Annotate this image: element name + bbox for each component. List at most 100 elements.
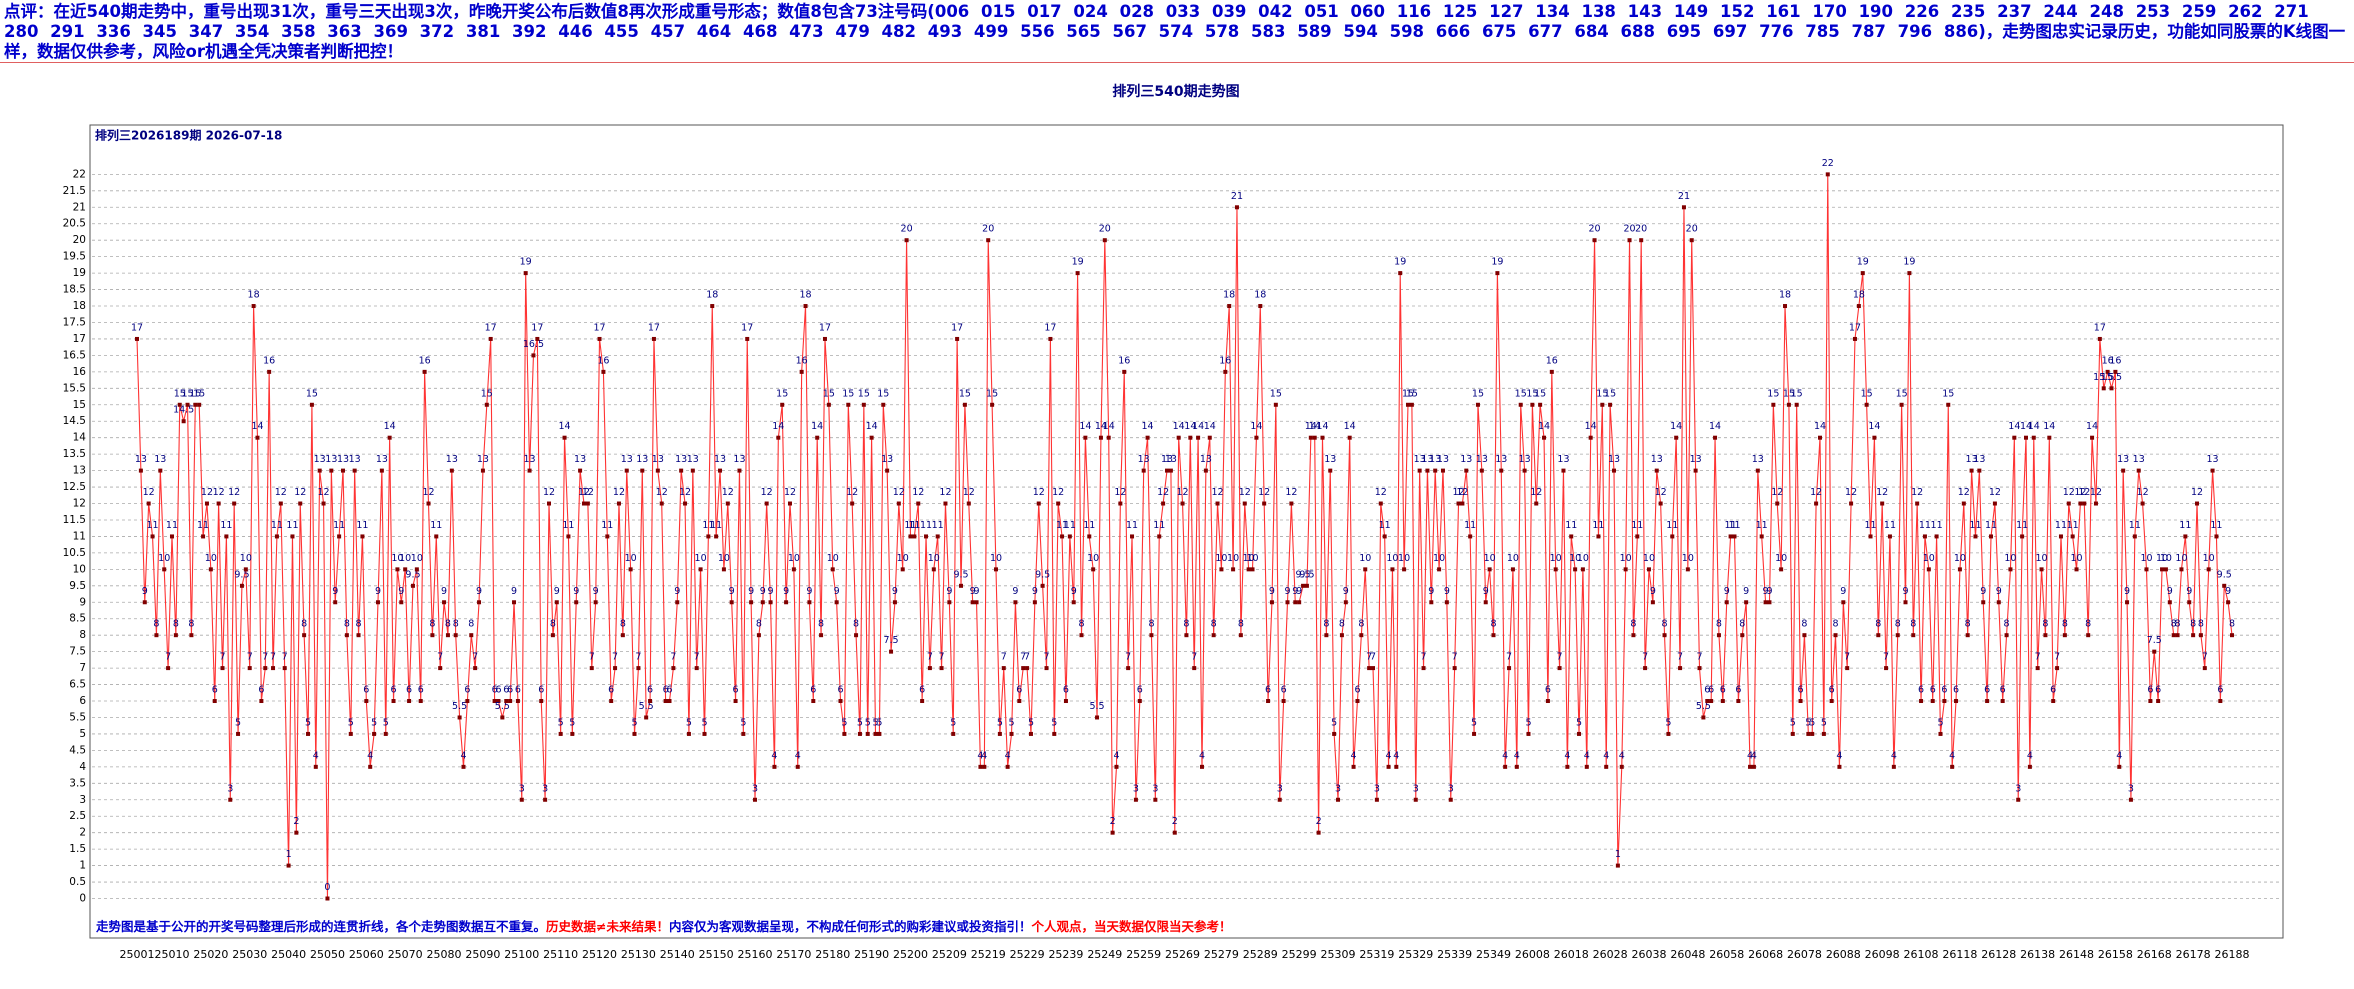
value-label: 12 bbox=[422, 487, 434, 498]
value-label: 12 bbox=[1958, 487, 1970, 498]
value-label: 5.5 bbox=[1089, 701, 1104, 712]
data-point bbox=[321, 501, 326, 506]
data-point bbox=[947, 600, 952, 605]
value-label: 5 bbox=[950, 717, 956, 728]
value-label: 11 bbox=[562, 520, 574, 531]
value-label: 14 bbox=[1095, 421, 1107, 432]
data-point bbox=[1821, 731, 1826, 736]
value-label: 15 bbox=[1515, 388, 1527, 399]
y-tick-label: 3.5 bbox=[69, 777, 86, 789]
data-point bbox=[558, 731, 563, 736]
data-point bbox=[274, 534, 279, 539]
value-label: 11 bbox=[932, 520, 944, 531]
data-point bbox=[1075, 271, 1080, 276]
value-label: 13 bbox=[675, 454, 687, 465]
data-point bbox=[1899, 402, 1904, 407]
data-point bbox=[2093, 501, 2098, 506]
data-point bbox=[1184, 633, 1189, 638]
x-tick-label: 26088 bbox=[1826, 948, 1861, 961]
value-label: 8 bbox=[429, 619, 435, 630]
data-point bbox=[1196, 435, 1201, 440]
data-point bbox=[826, 402, 831, 407]
value-label: 14 bbox=[1103, 421, 1115, 432]
value-label: 5 bbox=[841, 717, 847, 728]
value-label: 8 bbox=[1323, 619, 1329, 630]
y-tick-label: 1 bbox=[79, 860, 86, 872]
value-label: 6 bbox=[1930, 685, 1936, 696]
x-tick-label: 25299 bbox=[1282, 948, 1317, 961]
data-point bbox=[1542, 435, 1547, 440]
value-label: 7 bbox=[1506, 652, 1512, 663]
data-point bbox=[815, 435, 820, 440]
data-point bbox=[535, 336, 540, 341]
data-point bbox=[756, 633, 761, 638]
value-label: 4 bbox=[1836, 750, 1842, 761]
value-label: 6 bbox=[1016, 685, 1022, 696]
data-point bbox=[1786, 402, 1791, 407]
value-label: 7 bbox=[1452, 652, 1458, 663]
value-label: 7 bbox=[939, 652, 945, 663]
x-tick-label: 26008 bbox=[1515, 948, 1550, 961]
data-point bbox=[302, 633, 307, 638]
value-label: 15 bbox=[1791, 388, 1803, 399]
value-label: 9 bbox=[1343, 586, 1349, 597]
value-label: 13 bbox=[687, 454, 699, 465]
value-label: 8 bbox=[1661, 619, 1667, 630]
y-tick-label: 15 bbox=[73, 399, 86, 411]
value-label: 13 bbox=[477, 454, 489, 465]
data-point bbox=[1989, 534, 1994, 539]
value-label: 9 bbox=[2186, 586, 2192, 597]
value-label: 11 bbox=[702, 520, 714, 531]
value-label: 9.5 bbox=[953, 569, 968, 580]
value-label: 11 bbox=[2067, 520, 2079, 531]
data-point bbox=[1794, 402, 1799, 407]
data-point bbox=[2187, 600, 2192, 605]
value-label: 17 bbox=[531, 322, 543, 333]
value-label: 4 bbox=[1564, 750, 1570, 761]
value-label: 11 bbox=[1379, 520, 1391, 531]
data-point bbox=[1868, 534, 1873, 539]
data-point bbox=[298, 501, 303, 506]
data-point bbox=[1355, 699, 1360, 704]
value-label: 10 bbox=[1227, 553, 1239, 564]
data-point bbox=[2066, 501, 2071, 506]
value-label: 14 bbox=[2020, 421, 2032, 432]
value-label: 13 bbox=[1752, 454, 1764, 465]
data-point bbox=[1052, 731, 1057, 736]
data-point bbox=[1452, 666, 1457, 671]
y-tick-label: 18.5 bbox=[63, 284, 86, 296]
value-label: 17 bbox=[741, 322, 753, 333]
value-label: 4 bbox=[1891, 750, 1897, 761]
value-label: 3 bbox=[542, 783, 548, 794]
value-label: 3 bbox=[1448, 783, 1454, 794]
data-point bbox=[1254, 435, 1259, 440]
value-label: 4 bbox=[1747, 750, 1753, 761]
x-tick-label: 25010 bbox=[154, 948, 189, 961]
value-label: 15 bbox=[1406, 388, 1418, 399]
data-point bbox=[1149, 633, 1154, 638]
value-label: 6 bbox=[1545, 685, 1551, 696]
value-label: 12 bbox=[1052, 487, 1064, 498]
x-tick-label: 25070 bbox=[388, 948, 423, 961]
value-label: 10 bbox=[1386, 553, 1398, 564]
data-point bbox=[414, 567, 419, 572]
data-point bbox=[986, 238, 991, 243]
value-label: 10 bbox=[1775, 553, 1787, 564]
data-point bbox=[850, 501, 855, 506]
data-point bbox=[613, 666, 618, 671]
value-label: 13 bbox=[714, 454, 726, 465]
data-point bbox=[333, 600, 338, 605]
data-point bbox=[2144, 567, 2149, 572]
data-point bbox=[2191, 633, 2196, 638]
value-label: 12 bbox=[1911, 487, 1923, 498]
value-label: 15 bbox=[823, 388, 835, 399]
value-label: 11 bbox=[710, 520, 722, 531]
value-label: 11 bbox=[2016, 520, 2028, 531]
value-label: 10 bbox=[625, 553, 637, 564]
x-tick-label: 26148 bbox=[2059, 948, 2094, 961]
value-label: 4 bbox=[771, 750, 777, 761]
value-label: 11 bbox=[2055, 520, 2067, 531]
value-label: 7 bbox=[1125, 652, 1131, 663]
data-point bbox=[189, 633, 194, 638]
value-label: 4 bbox=[1393, 750, 1399, 761]
